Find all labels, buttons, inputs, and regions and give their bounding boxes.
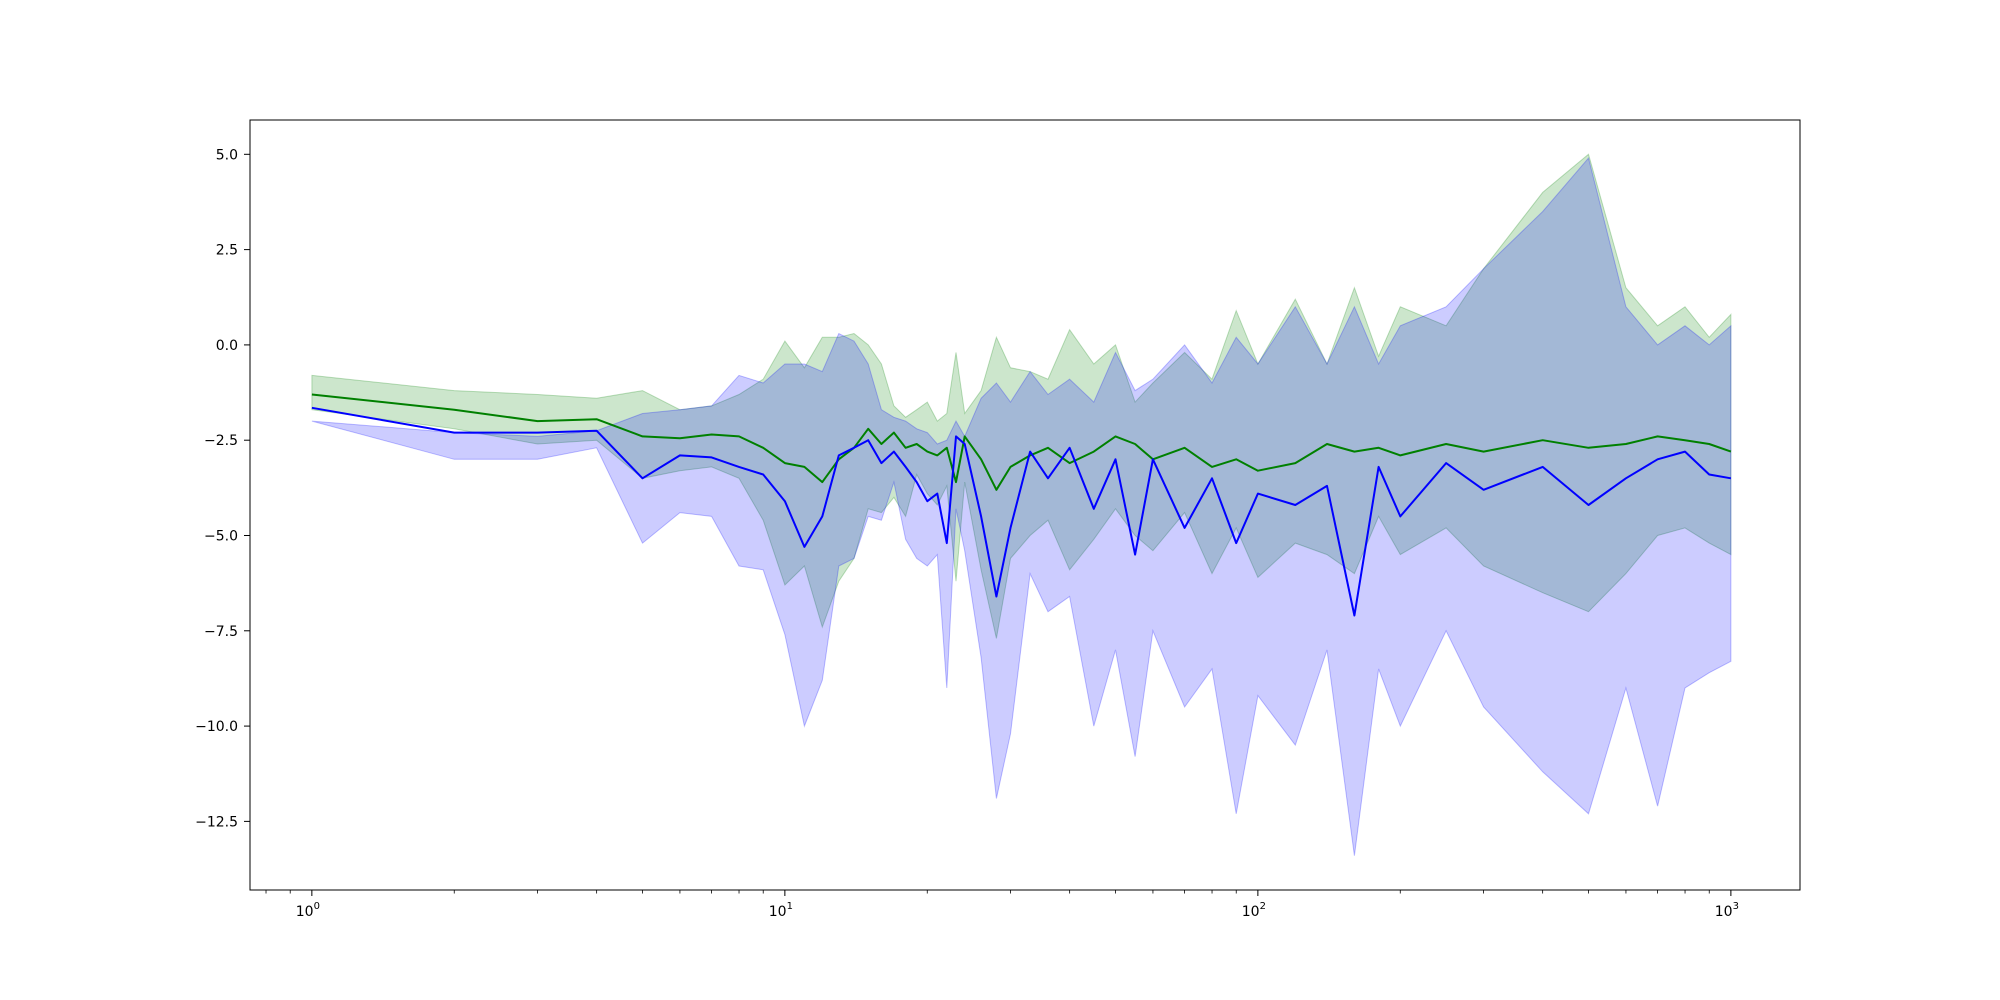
series-1-band: [311, 157, 1732, 856]
x-tick-label-3: 103: [1715, 901, 1739, 920]
series-0-line: [311, 393, 1732, 491]
x-tick-label-1: 101: [769, 901, 793, 920]
series-1-line: [311, 406, 1732, 617]
y-tick-label-4: −5.0: [204, 528, 238, 544]
y-tick-label-6: −10.0: [195, 719, 238, 735]
y-tick-label-1: 2.5: [216, 243, 238, 259]
axes-frame: [249, 119, 1801, 891]
y-tick-label-0: 5.0: [216, 147, 238, 163]
x-tick-label-2: 102: [1242, 901, 1266, 920]
axis-ticks: 100 101 102 103 5.0 2.5 0.0 −2.5 −5.0 −7.5 −10.0 −1…: [195, 147, 1739, 920]
plot-area: [311, 153, 1732, 856]
series-0-band: [311, 153, 1732, 639]
x-tick-label-0: 100: [296, 901, 320, 920]
y-tick-label-7: −12.5: [195, 814, 238, 830]
y-tick-label-5: −7.5: [204, 624, 238, 640]
y-tick-label-2: 0.0: [216, 338, 238, 354]
y-tick-label-3: −2.5: [204, 433, 238, 449]
